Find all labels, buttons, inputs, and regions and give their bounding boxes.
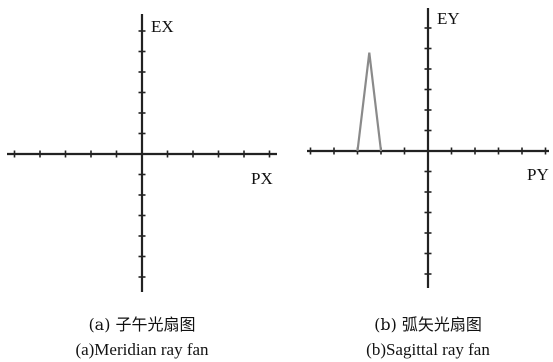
sagittal-horizontal-axis-label: PY (527, 165, 549, 184)
meridian-caption-chinese: (a) 子午光扇图 (88, 315, 195, 334)
meridian-vertical-axis-label: EX (151, 17, 174, 36)
sagittal-caption-english: (b)Sagittal ray fan (366, 340, 490, 359)
sagittal-vertical-axis-label: EY (437, 9, 460, 28)
sagittal-ray-curve (356, 52, 383, 152)
sagittal-ray-fan-panel: EY PY (b) 弧矢光扇图 (b)Sagittal ray fan (307, 8, 549, 359)
sagittal-caption-chinese: (b) 弧矢光扇图 (374, 315, 482, 334)
meridian-horizontal-axis-label: PX (251, 169, 273, 188)
meridian-ray-fan-panel: EX PX (a) 子午光扇图 (a)Meridian ray fan (7, 14, 277, 359)
meridian-caption-english: (a)Meridian ray fan (75, 340, 209, 359)
